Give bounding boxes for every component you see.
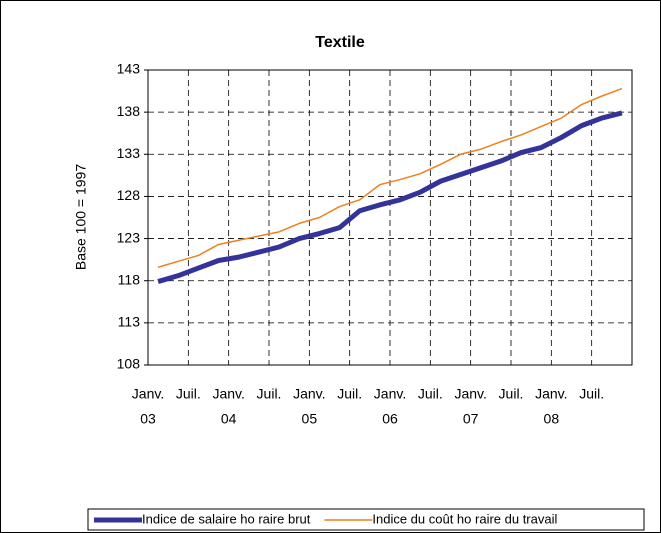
x-tick-label: Juil. <box>499 386 524 402</box>
x-tick-label: Janv. <box>535 386 567 402</box>
x-group-label: 04 <box>221 411 237 427</box>
series-line <box>157 87 623 268</box>
y-axis-label: Base 100 = 1997 <box>73 164 89 270</box>
x-tick-label: Janv. <box>454 386 486 402</box>
y-tick-label: 123 <box>117 229 141 245</box>
y-tick-label: 128 <box>117 187 141 203</box>
plot-border <box>147 69 633 366</box>
x-tick-label: Juil. <box>418 386 443 402</box>
x-tick-label: Juil. <box>337 386 362 402</box>
x-group-label: 03 <box>140 411 156 427</box>
x-tick-label: Juil. <box>257 386 282 402</box>
y-tick-label: 113 <box>118 314 141 330</box>
x-tick-label: Janv. <box>374 386 406 402</box>
legend-label: Indice du coût ho raire du travail <box>372 511 557 526</box>
x-group-label: 08 <box>544 411 560 427</box>
y-tick-label: 143 <box>117 61 141 77</box>
x-group-label: 05 <box>302 411 318 427</box>
series-line <box>157 110 623 284</box>
y-tick-label: 133 <box>117 145 141 161</box>
x-group-label: 06 <box>382 411 398 427</box>
x-tick-label: Juil. <box>579 386 604 402</box>
x-tick-label: Janv. <box>293 386 325 402</box>
y-tick-label: 108 <box>117 356 141 372</box>
y-tick-label: 118 <box>118 271 141 287</box>
x-tick-label: Janv. <box>132 386 164 402</box>
y-tick-label: 138 <box>117 103 141 119</box>
x-tick-label: Juil. <box>176 386 201 402</box>
x-tick-label: Janv. <box>212 386 244 402</box>
legend-label: Indice de salaire ho raire brut <box>142 511 311 526</box>
chart-title: Textile <box>315 34 365 51</box>
x-group-label: 07 <box>463 411 479 427</box>
